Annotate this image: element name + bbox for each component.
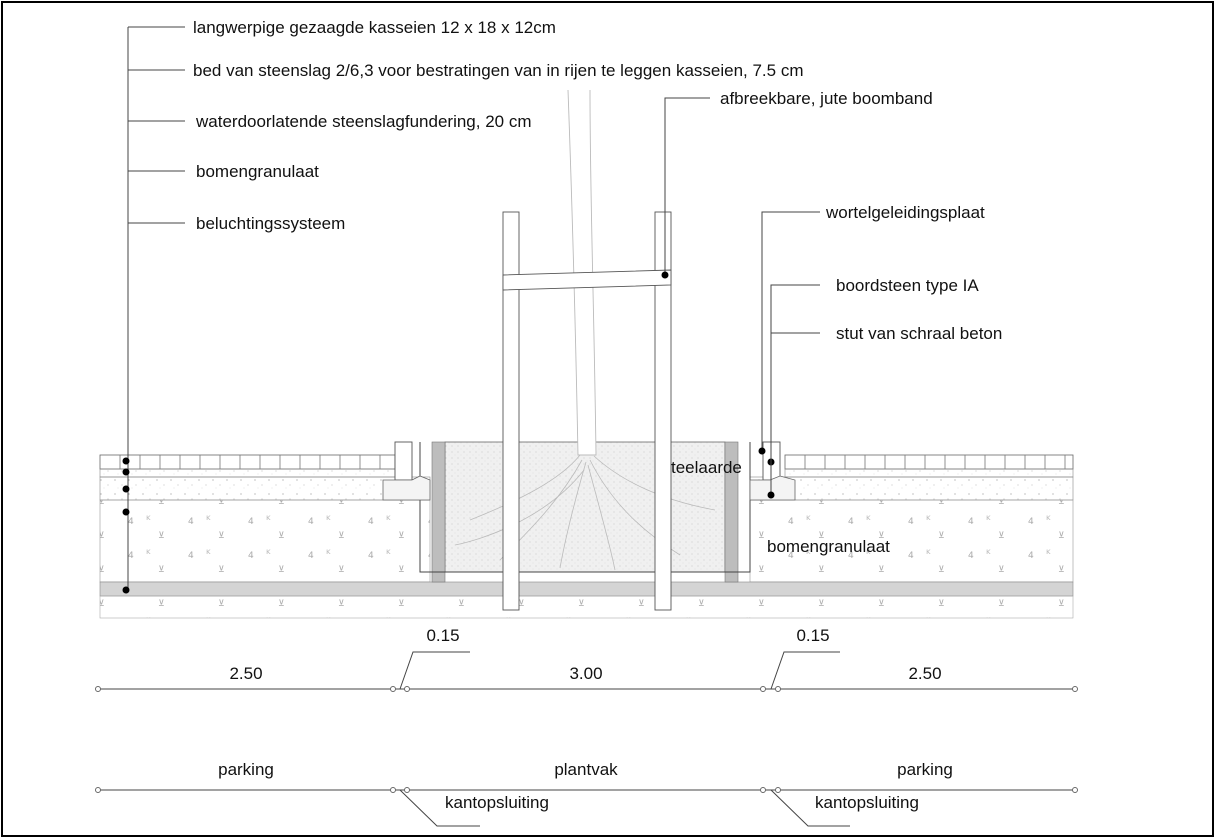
left-curb-stone bbox=[394, 441, 413, 481]
zone-center: plantvak bbox=[554, 760, 618, 779]
right-root-guide-plate bbox=[724, 441, 739, 583]
tree-assembly bbox=[454, 89, 716, 611]
left-paver-joints bbox=[119, 455, 381, 469]
left-concrete-support bbox=[382, 475, 431, 501]
right-tree-stake bbox=[654, 211, 672, 611]
right-foundation-layer bbox=[749, 476, 1074, 501]
label-stut: stut van schraal beton bbox=[836, 324, 1002, 343]
left-tree-stake bbox=[502, 211, 520, 611]
zone-line bbox=[95, 787, 1078, 827]
label-wortelgeleiding: wortelgeleidingsplaat bbox=[825, 203, 985, 222]
label-beluchting: beluchtingssysteem bbox=[196, 214, 345, 233]
dim-right-gap: 0.15 bbox=[796, 626, 829, 645]
right-concrete-support bbox=[749, 475, 796, 501]
sub-granulate bbox=[99, 595, 1074, 619]
ground-section bbox=[99, 441, 1074, 619]
label-bed: bed van steenslag 2/6,3 voor bestratinge… bbox=[193, 61, 804, 80]
right-leader-lines bbox=[661, 97, 820, 499]
right-bedding-layer bbox=[784, 468, 1074, 478]
dim-center-width: 3.00 bbox=[569, 664, 602, 683]
zone-edge-right: kantopsluiting bbox=[815, 793, 919, 812]
left-root-guide-plate bbox=[431, 441, 446, 583]
label-boordsteen: boordsteen type IA bbox=[836, 276, 979, 295]
left-tree-granulate bbox=[99, 499, 431, 583]
zone-right: parking bbox=[897, 760, 953, 779]
left-paver-course bbox=[99, 454, 396, 470]
dim-left-width: 2.50 bbox=[229, 664, 262, 683]
dim-right-width: 2.50 bbox=[908, 664, 941, 683]
dim-left-gap: 0.15 bbox=[426, 626, 459, 645]
left-foundation-layer bbox=[99, 476, 431, 501]
label-boomband: afbreekbare, jute boomband bbox=[720, 89, 933, 108]
label-kasseien: langwerpige gezaagde kasseien 12 x 18 x … bbox=[193, 18, 556, 37]
right-paver-joints bbox=[804, 455, 1066, 469]
pit-outline bbox=[419, 442, 751, 573]
label-fundering: waterdoorlatende steenslagfundering, 20 … bbox=[195, 112, 532, 131]
zone-left: parking bbox=[218, 760, 274, 779]
dimension-line bbox=[95, 651, 1078, 692]
right-tree-granulate bbox=[749, 499, 1074, 583]
label-bomengranulaat-right: bomengranulaat bbox=[767, 537, 890, 556]
plant-pit-soil bbox=[444, 441, 726, 573]
left-bedding-layer bbox=[99, 468, 396, 478]
label-bomengranulaat: bomengranulaat bbox=[196, 162, 319, 181]
aeration-band bbox=[99, 581, 1074, 597]
right-paver-course bbox=[784, 454, 1074, 470]
left-leader-lines bbox=[122, 26, 185, 594]
jute-tree-band bbox=[502, 269, 672, 291]
label-teelaarde: teelaarde bbox=[671, 458, 742, 477]
zone-edge-left: kantopsluiting bbox=[445, 793, 549, 812]
